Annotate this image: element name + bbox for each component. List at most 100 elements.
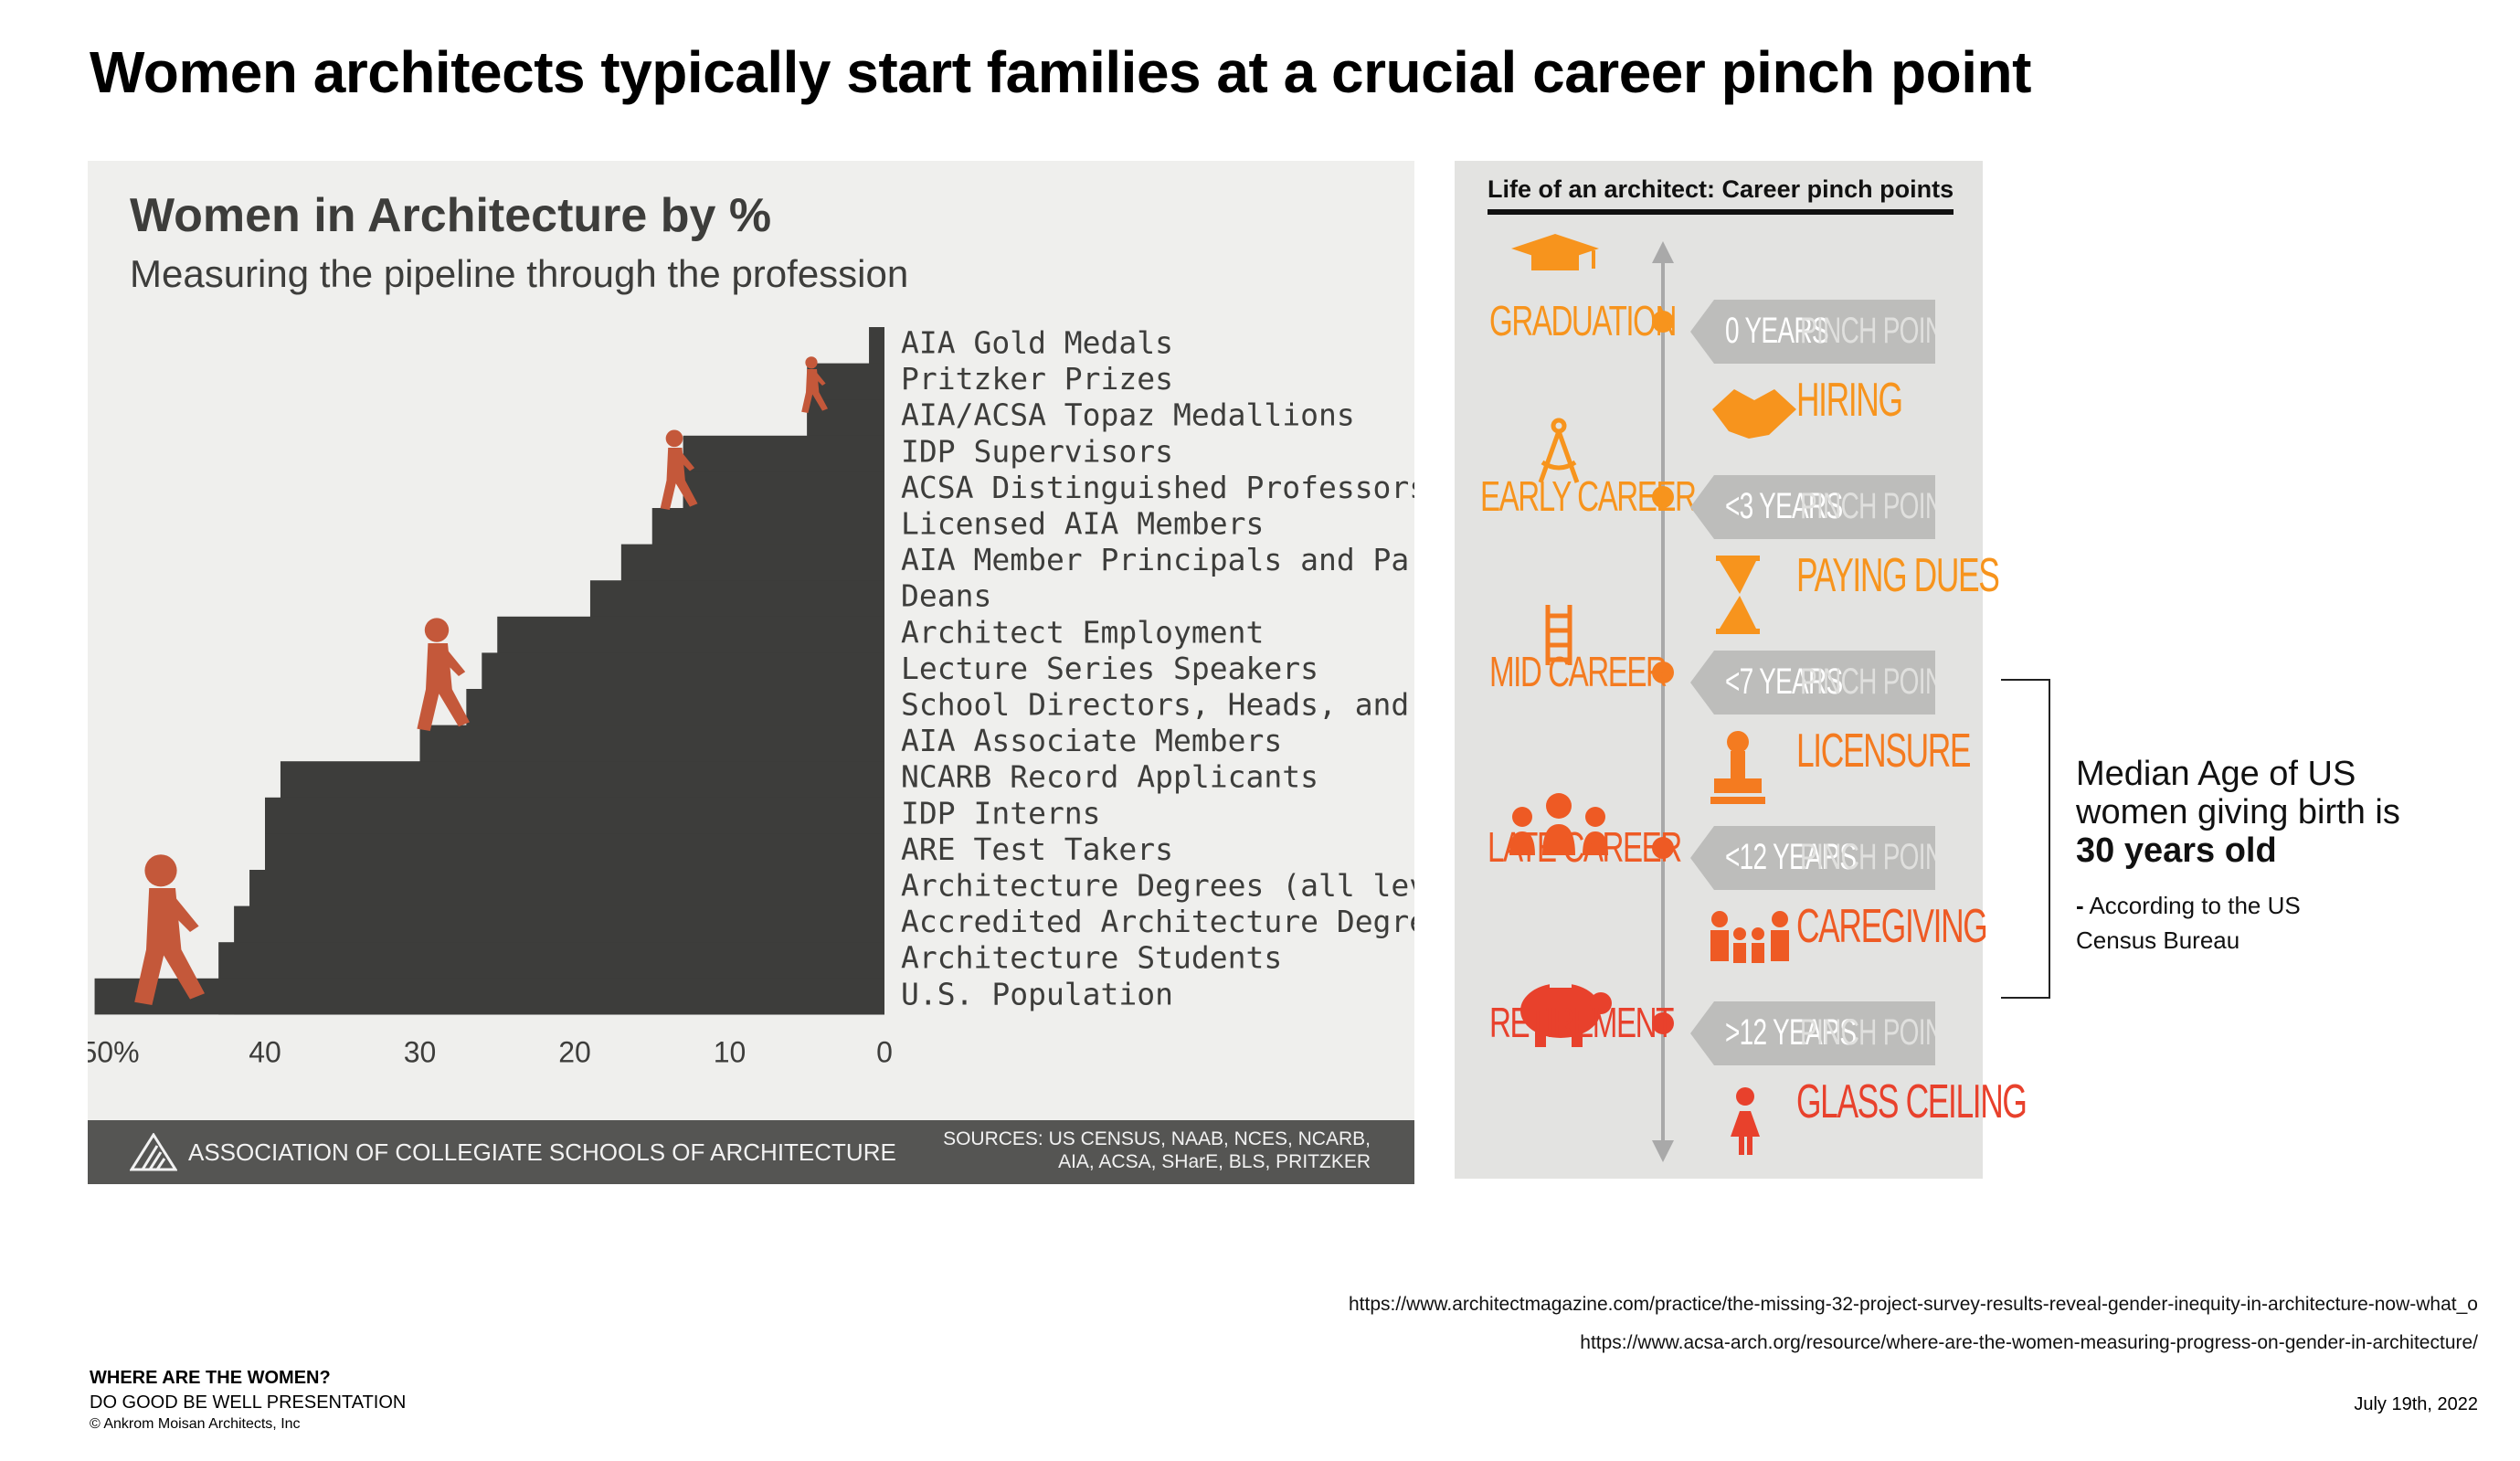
climbing-figure-icon [134,854,205,1005]
pinch-years: <3 YEARS [1725,486,1843,526]
pinch-point-label: PINCH POINT [1800,486,1958,526]
ladder-icon [1545,605,1572,665]
category-label: ACSA Distinguished Professors [901,470,1414,505]
timeline-arrow-up-icon [1652,241,1674,263]
x-tick-label: 40 [249,1035,281,1068]
timeline-dot [1652,837,1674,859]
pinch-point-label: PINCH POINT [1800,662,1958,702]
chart-panel: AIA Gold Medals Pritzker Prizes AIA/ACSA T… [88,161,1414,1184]
copyright: © Ankrom Moisan Architects, Inc [90,1416,301,1432]
pinch-years: 0 YEARS [1725,311,1829,351]
stage-label: EARLY CAREER [1480,472,1697,520]
climbing-figure-icon [660,429,698,510]
x-tick-label: 30 [404,1035,437,1068]
people-icon [1509,793,1608,855]
pinch-years: >12 YEARS [1725,1012,1857,1053]
timeline-heading: Life of an architect: Career pinch point… [1488,175,1954,215]
median-line-2: women giving birth is [2076,793,2400,831]
census-note: - According to the US Census Bureau [2076,888,2368,958]
category-label: IDP Supervisors [901,433,1173,469]
category-label: Licensed AIA Members [901,506,1264,542]
woman-icon [1731,1087,1760,1155]
pinch-point-arrow: <7 YEARS PINCH POINT [1690,651,1935,715]
pinch-outcome: PAYING DUES [1796,549,2000,602]
sources-line-1: SOURCES: US CENSUS, NAAB, NCES, NCARB, [943,1128,1371,1149]
pinch-outcome: LICENSURE [1796,725,1972,778]
hourglass-icon [1716,556,1760,634]
category-label: Architect Employment [901,614,1264,650]
pinch-point-arrow: <3 YEARS PINCH POINT [1690,475,1935,539]
stage-label: RETIREMENT [1489,999,1674,1046]
timeline-arrow-down-icon [1652,1140,1674,1162]
family-icon [1710,911,1789,963]
bracket-annotation [2001,679,2050,999]
handshake-icon [1712,389,1796,439]
reference-link-1[interactable]: https://www.architectmagazine.com/practi… [1349,1294,2478,1315]
sources-line-2: AIA, ACSA, SHarE, BLS, PRITZKER [1058,1151,1371,1172]
compass-icon [1538,418,1580,483]
footer-sources: SOURCES: US CENSUS, NAAB, NCES, NCARB, A… [943,1128,1371,1173]
timeline-dot [1652,486,1674,508]
pinch-point-arrow: >12 YEARS PINCH POINT [1690,1001,1935,1065]
stamp-icon [1710,731,1765,804]
category-label: IDP Interns [901,795,1101,831]
category-label: Lecture Series Speakers [901,651,1318,686]
category-label: AIA Gold Medals [901,325,1173,361]
x-tick-label: 20 [558,1035,591,1068]
x-tick-label: 50% [88,1035,140,1068]
median-age-emphasis: 30 years old [2076,831,2277,870]
pinch-point-arrow: 0 YEARS PINCH POINT [1690,300,1935,364]
chart-subtitle: Measuring the pipeline through the profe… [130,252,909,295]
category-label: ARE Test Takers [901,831,1173,867]
x-tick-label: 0 [876,1035,893,1068]
pinch-point-label: PINCH POINT [1800,837,1958,877]
pinch-outcome: GLASS CEILING [1796,1075,2028,1128]
stage-label: GRADUATION [1489,297,1677,344]
slide-title: Women architects typically start familie… [90,39,2031,105]
deck-subtitle: DO GOOD BE WELL PRESENTATION [90,1392,407,1413]
timeline-dot [1652,1012,1674,1034]
step-bar [94,978,885,1015]
category-label: Accredited Architecture Degrees [901,904,1414,939]
timeline-panel: Life of an architect: Career pinch point… [1455,161,2028,1179]
category-label: U.S. Population [901,976,1173,1011]
timeline-graphic [1509,234,1796,1162]
category-label: AIA Associate Members [901,723,1282,758]
stage-label: LATE CAREER [1488,823,1682,871]
pinch-point-label: PINCH POINT [1800,311,1958,351]
timeline-dot [1652,662,1674,683]
chart-title: Women in Architecture by % [130,189,772,242]
category-label: Pritzker Prizes [901,361,1173,397]
x-tick-label: 10 [714,1035,746,1068]
deck-title: WHERE ARE THE WOMEN? [90,1368,331,1388]
pinch-years: <7 YEARS [1725,662,1843,702]
timeline-dot [1652,311,1674,333]
pinch-point-label: PINCH POINT [1800,1012,1958,1053]
presentation-date: July 19th, 2022 [2354,1394,2478,1414]
footer-org-name: ASSOCIATION OF COLLEGIATE SCHOOLS OF ARC… [188,1138,896,1166]
category-label: Architecture Degrees (all levels) [901,868,1414,904]
acsa-logo-icon [130,1133,177,1171]
category-label: AIA/ACSA Topaz Medallions [901,397,1355,433]
category-label: AIA Member Principals and Partners [901,542,1414,577]
median-line-1: Median Age of US [2076,755,2356,793]
census-dash: - [2076,892,2084,919]
pinch-point-arrow: <12 YEARS PINCH POINT [1690,826,1935,890]
climbing-figure-icon [417,618,470,731]
pinch-outcome: HIRING [1796,374,1903,427]
median-age-text: Median Age of US women giving birth is 3… [2076,755,2400,870]
category-label: School Directors, Heads, and Chairs [901,687,1414,723]
category-label: Deans [901,578,991,614]
stage-label: MID CAREER [1489,648,1668,695]
category-label: Architecture Students [901,940,1282,976]
graduation-cap-icon [1511,234,1599,270]
pinch-outcome: CAREGIVING [1796,900,1988,953]
reference-link-2[interactable]: https://www.acsa-arch.org/resource/where… [1580,1332,2478,1353]
pinch-years: <12 YEARS [1725,837,1857,877]
piggy-bank-icon [1520,983,1612,1047]
census-note-text: According to the US Census Bureau [2076,892,2301,954]
chart-footer: ASSOCIATION OF COLLEGIATE SCHOOLS OF ARC… [88,1120,1414,1184]
category-label: NCARB Record Applicants [901,759,1318,795]
climbing-figure-icon [801,356,828,413]
